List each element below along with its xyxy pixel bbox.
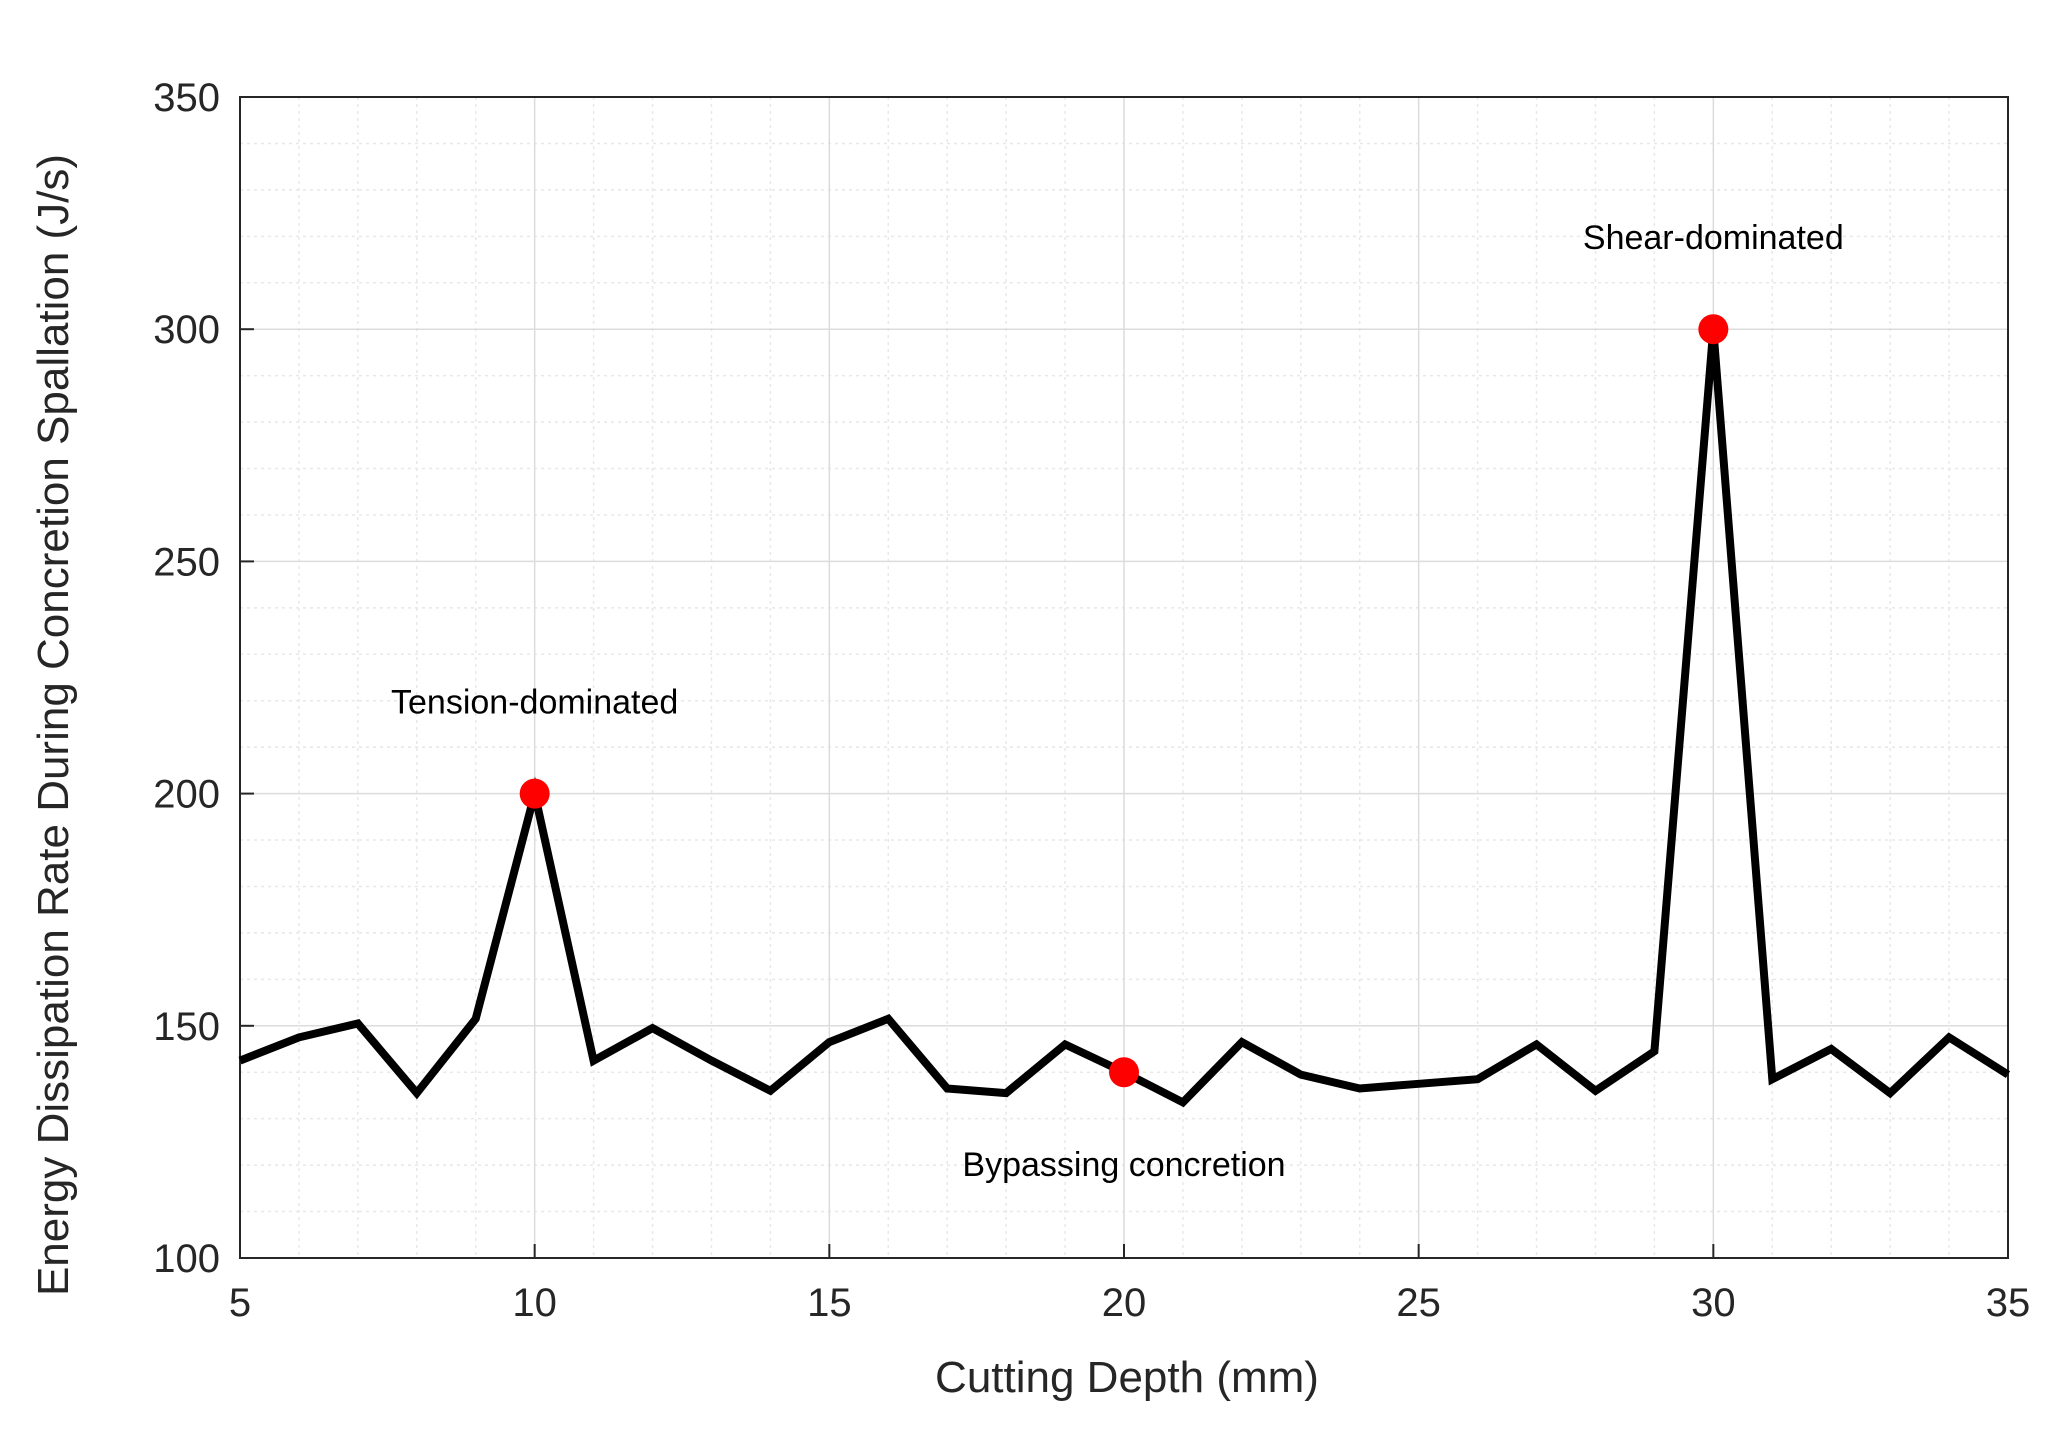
x-axis-title: Cutting Depth (mm): [935, 1353, 1319, 1402]
y-tick-label: 300: [153, 308, 220, 352]
highlight-marker: [519, 778, 550, 809]
x-tick-label: 15: [807, 1281, 852, 1325]
y-tick-label: 100: [153, 1237, 220, 1281]
highlight-marker: [1698, 314, 1729, 345]
x-tick-label: 20: [1102, 1281, 1147, 1325]
y-tick-label: 250: [153, 540, 220, 584]
y-axis-title: Energy Dissipation Rate During Concretio…: [29, 154, 78, 1296]
y-tick-label: 150: [153, 1005, 220, 1049]
axis-ticks: 5 10 15 20 25 30 35 100 150 200 250 300 350: [153, 76, 2030, 1325]
x-tick-label: 25: [1396, 1281, 1441, 1325]
x-tick-label: 30: [1691, 1281, 1736, 1325]
annotation-label: Tension-dominated: [391, 684, 678, 722]
x-tick-label: 5: [229, 1281, 251, 1325]
annotation-label: Shear-dominated: [1583, 219, 1844, 257]
annotation-layer: Tension-dominated Bypassing concretion She…: [391, 219, 1844, 1184]
y-tick-label: 200: [153, 773, 220, 817]
annotation-label: Bypassing concretion: [962, 1146, 1285, 1184]
highlight-marker: [1109, 1057, 1139, 1088]
highlight-layer: [519, 314, 1729, 1088]
x-tick-label: 35: [1986, 1281, 2031, 1325]
y-tick-label: 350: [153, 76, 220, 120]
x-tick-label: 10: [512, 1281, 557, 1325]
